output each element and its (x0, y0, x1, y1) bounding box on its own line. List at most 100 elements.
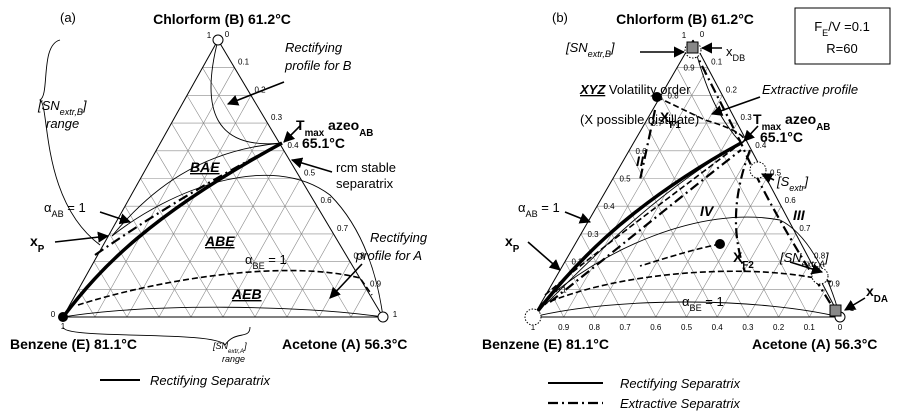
grid-line (660, 95, 779, 318)
text-part: Volatility order (605, 82, 691, 97)
tick-label: 0.1 (804, 323, 816, 332)
annotation: XF1 (660, 109, 681, 131)
tick-label: 0.6 (785, 196, 797, 205)
vertex-label: Chlorform (B) 61.2°C (153, 11, 291, 27)
extractive-separatrix (734, 149, 752, 273)
subscript: max (305, 128, 325, 139)
arrow (290, 157, 333, 173)
legend-label: Rectifying Separatrix (620, 376, 740, 391)
subscript: AB (359, 128, 373, 139)
annotation: αAB = 1 (44, 200, 86, 219)
tick-label: 1 (393, 310, 398, 319)
annotation: XYZ Volatility order (579, 82, 691, 97)
grid-line (186, 95, 320, 318)
region-label: II (636, 153, 645, 169)
subscript: BE (253, 261, 265, 271)
tick-label: 0.9 (558, 323, 570, 332)
region-label: ABE (204, 233, 235, 249)
annotation: αAB = 1 (518, 200, 560, 219)
text-part: α (44, 200, 52, 215)
subscript: extr,B (588, 49, 611, 59)
extractive-profile (639, 243, 721, 267)
text-part: [SN (37, 98, 60, 113)
brace (62, 326, 251, 346)
annotation: separatrix (336, 176, 394, 191)
arrow (54, 231, 110, 243)
square (829, 304, 842, 317)
tick-label: 0.3 (742, 323, 754, 332)
text-part: [SN (565, 40, 588, 55)
text-part: ] (609, 40, 615, 55)
annotation: XF2 (733, 249, 754, 271)
text-part: ] (823, 250, 829, 265)
node (524, 308, 542, 326)
text-part: x (726, 44, 733, 59)
profile (532, 301, 841, 318)
alpha-be-line (541, 270, 833, 306)
tick-label: 0.6 (320, 196, 332, 205)
text-part: α (518, 200, 526, 215)
grid-line (171, 122, 288, 318)
arrow (789, 261, 824, 275)
vertex-label: Benzene (E) 81.1°C (482, 336, 609, 352)
subscript: DB (733, 53, 746, 63)
arrow (527, 241, 561, 271)
text-part: F (814, 19, 822, 34)
tick-label: 0 (700, 30, 705, 39)
extractive-profile (656, 96, 745, 144)
arrow (710, 96, 761, 116)
arrow (226, 81, 285, 106)
region-label: IV (700, 203, 715, 219)
annotation: profile for A (355, 248, 422, 263)
vertex (212, 34, 224, 46)
tick-label: 0.8 (667, 91, 679, 100)
tick-label: 0.1 (555, 285, 567, 294)
arrow (760, 173, 775, 184)
grid-line (350, 289, 367, 318)
profile (111, 174, 384, 318)
separatrix (531, 141, 742, 319)
legend-label: Rectifying Separatrix (150, 373, 270, 388)
arrow (564, 211, 592, 224)
subscript: P (513, 244, 520, 255)
text-part: ] (81, 98, 87, 113)
text-part: azeo (324, 117, 359, 133)
grid-line (686, 178, 767, 318)
grid-line (596, 206, 657, 318)
arrow (99, 211, 132, 225)
tick-label: 0.2 (254, 85, 266, 94)
text-part: /V =0.1 (828, 19, 870, 34)
annotation: range (222, 354, 245, 364)
feed-point (715, 239, 725, 249)
text-part: x (505, 233, 513, 249)
extractive-separatrix (549, 149, 742, 303)
text-part: X (733, 249, 743, 265)
annotation: (X possible distillate) (580, 112, 699, 127)
text-part: azeo (781, 111, 816, 127)
vertex (377, 311, 389, 323)
tick-label: 0.2 (571, 258, 583, 267)
text-part: ] (243, 341, 247, 351)
subscript: extr,B (60, 107, 83, 117)
text-part: ] (802, 174, 808, 189)
annotation: [SNextr,A] (212, 341, 247, 355)
annotation: [SNextr,A] (779, 250, 829, 269)
subscript: max (762, 122, 782, 133)
annotation: xDA (866, 283, 888, 305)
annotation: αBE = 1 (245, 252, 287, 271)
tick-label: 0.5 (770, 169, 782, 178)
tick-label: 0.7 (799, 224, 811, 233)
params-box (794, 7, 891, 65)
tick-label: 0.9 (829, 279, 841, 288)
tick-label: 1 (61, 322, 66, 331)
annotation: Rectifying (370, 230, 428, 245)
tick-label: 0.1 (711, 58, 723, 67)
profile-a (62, 306, 384, 318)
text-part: α (245, 252, 253, 267)
subscript: BE (690, 303, 702, 313)
annotation: Tmax azeoAB (753, 111, 830, 133)
tick-label: 0.4 (287, 141, 299, 150)
grid-line (93, 261, 128, 318)
text-part: R=60 (826, 41, 857, 56)
tick-label: 0.7 (651, 119, 663, 128)
